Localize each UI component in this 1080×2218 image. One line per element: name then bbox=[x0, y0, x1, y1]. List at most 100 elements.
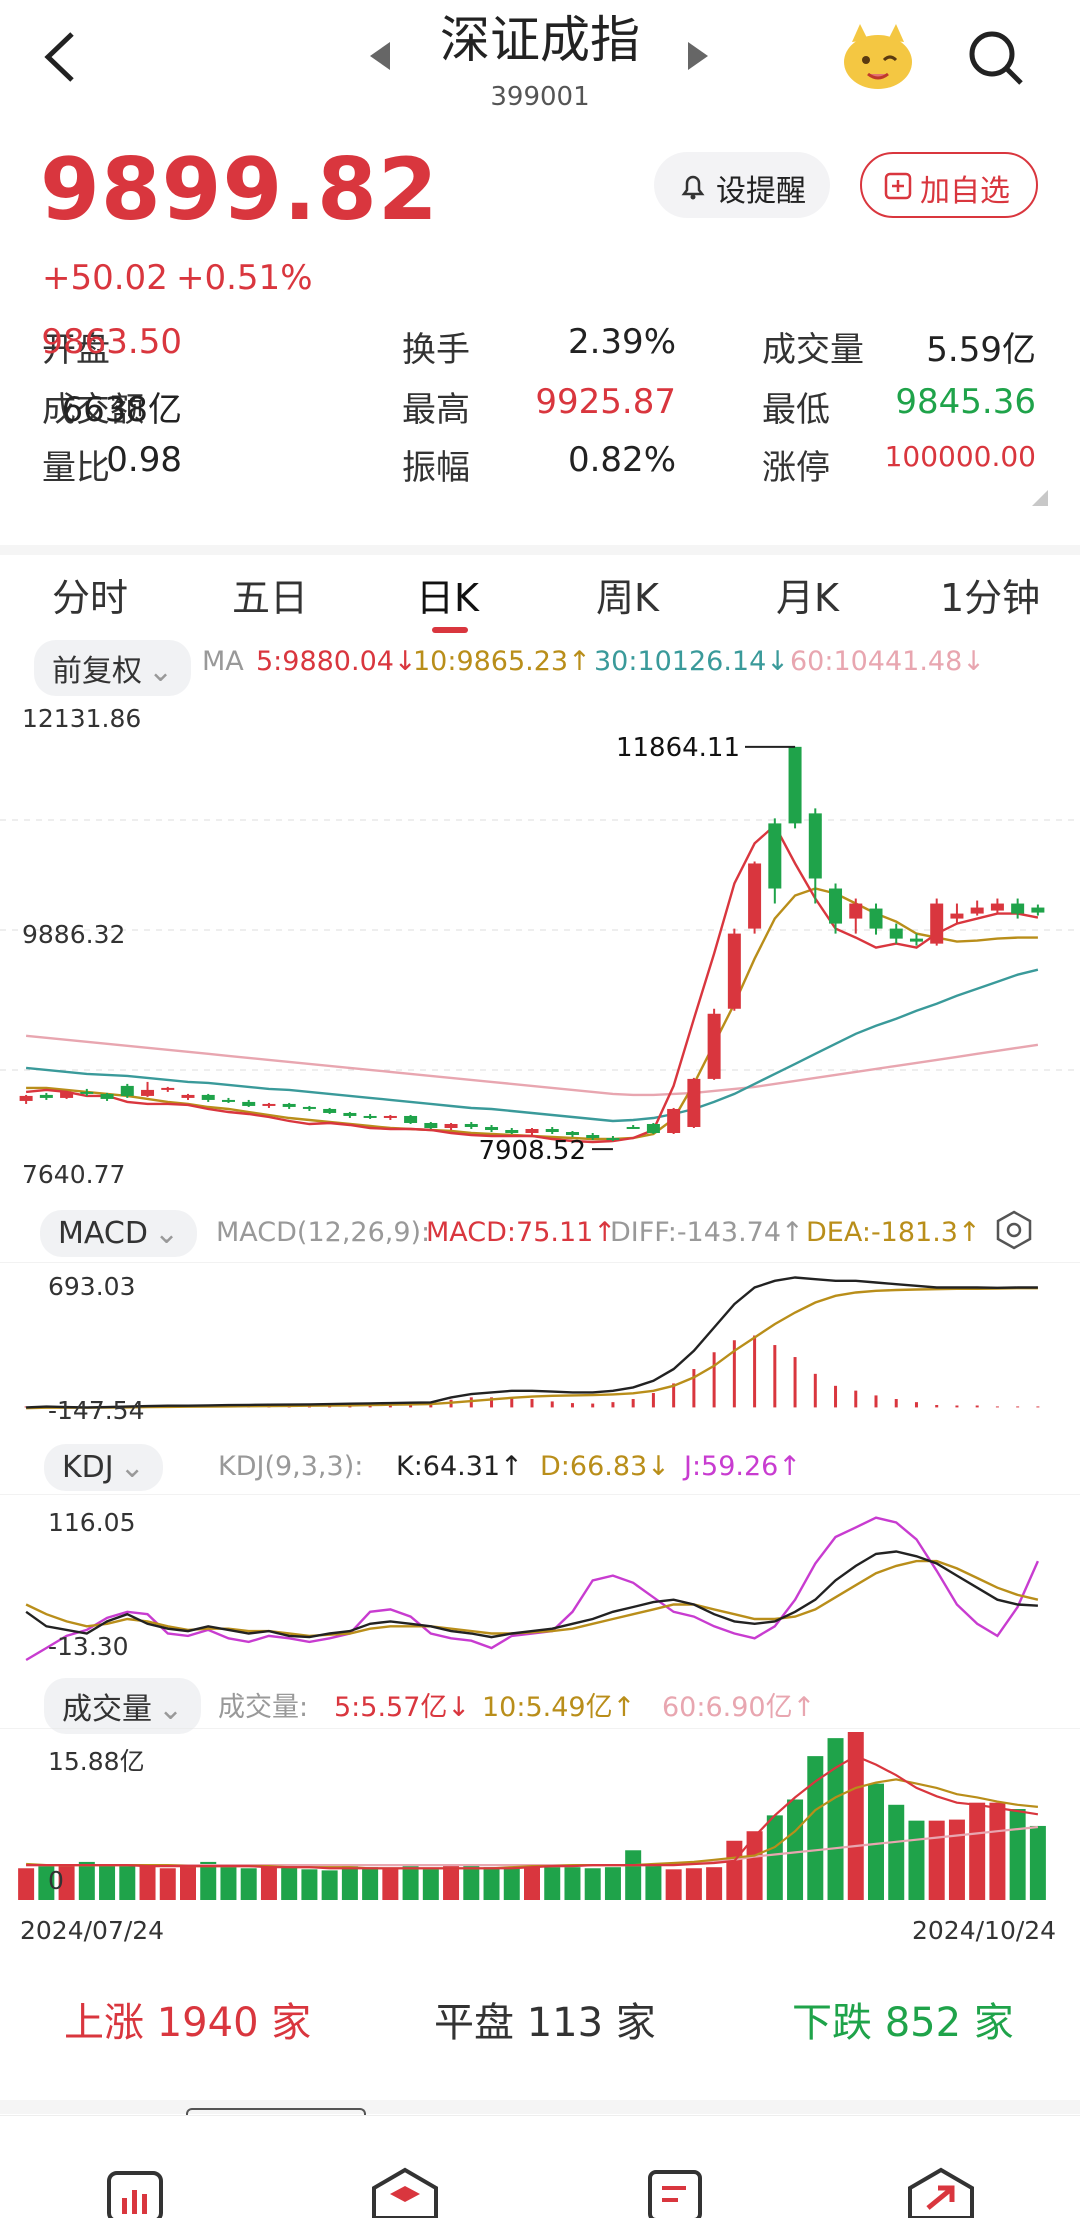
diff-value: DIFF:-143.74↑ bbox=[610, 1217, 804, 1248]
candle-body bbox=[60, 1091, 74, 1098]
candle-body bbox=[120, 1085, 134, 1096]
stat-label: 换手 bbox=[402, 330, 470, 370]
volume-select[interactable]: 成交量 ⌄ bbox=[44, 1678, 202, 1734]
search-icon[interactable] bbox=[966, 28, 1026, 88]
settings-hex-icon[interactable] bbox=[994, 1210, 1034, 1250]
candle-body bbox=[990, 903, 1004, 911]
back-arrow-icon[interactable] bbox=[42, 30, 78, 84]
volume-bar bbox=[584, 1868, 601, 1900]
candle-body bbox=[201, 1094, 215, 1100]
tab-1[interactable]: 五日 bbox=[232, 576, 309, 620]
volume-bar bbox=[38, 1866, 55, 1900]
d-line bbox=[25, 1559, 1039, 1638]
add-watchlist-button[interactable]: 加自选 bbox=[860, 152, 1038, 218]
kdj-label: KDJ bbox=[62, 1450, 114, 1485]
candle-body bbox=[687, 1078, 701, 1127]
macd-params: MACD(12,26,9): bbox=[216, 1217, 431, 1248]
bottom-nav bbox=[0, 2115, 1080, 2218]
adjust-select[interactable]: 前复权 ⌄ bbox=[34, 640, 192, 696]
stat-value: 6638亿 bbox=[61, 390, 182, 430]
kdj-params: KDJ(9,3,3): bbox=[218, 1451, 364, 1482]
volume-bar bbox=[260, 1865, 277, 1900]
candle-body bbox=[80, 1091, 94, 1094]
candle-body bbox=[242, 1101, 256, 1106]
y-tick-mid: 9886.32 bbox=[22, 920, 126, 949]
candle-body bbox=[485, 1126, 499, 1130]
divider bbox=[0, 2100, 1080, 2114]
volume-bar bbox=[321, 1870, 338, 1900]
tab-0[interactable]: 分时 bbox=[52, 576, 129, 620]
candle-body bbox=[161, 1087, 175, 1090]
volume-bar bbox=[847, 1732, 864, 1900]
macd-chart[interactable] bbox=[0, 1262, 1080, 1432]
candle-body bbox=[505, 1129, 519, 1134]
flat-count: 平盘 113 家 bbox=[434, 1990, 656, 2048]
set-alert-button[interactable]: 设提醒 bbox=[654, 152, 830, 218]
candle-body bbox=[444, 1123, 458, 1128]
stat-label: 最低 bbox=[762, 390, 830, 430]
prev-triangle-icon[interactable] bbox=[368, 40, 392, 72]
chevron-down-icon: ⌄ bbox=[119, 1450, 145, 1485]
expand-corner-icon[interactable] bbox=[1032, 490, 1048, 506]
candle-body bbox=[667, 1108, 681, 1134]
candle-body bbox=[626, 1126, 640, 1129]
volume-bar bbox=[766, 1815, 783, 1900]
candle-body bbox=[323, 1108, 337, 1113]
tab-4[interactable]: 月K bbox=[776, 576, 839, 620]
ma30-value: 30:10126.14↓ bbox=[594, 646, 789, 677]
price-change: +50.02 bbox=[42, 258, 168, 298]
volume-label: 成交量 bbox=[62, 1692, 152, 1727]
mascot-icon[interactable] bbox=[838, 22, 918, 92]
d-value: D:66.83↓ bbox=[540, 1451, 670, 1482]
candle-body bbox=[586, 1135, 600, 1139]
high-annotation-label: 11864.11 bbox=[616, 733, 740, 763]
tab-2[interactable]: 日K bbox=[416, 576, 479, 620]
volume-bar bbox=[969, 1802, 986, 1900]
add-watchlist-label: 加自选 bbox=[920, 174, 1010, 209]
kdj-select[interactable]: KDJ ⌄ bbox=[44, 1444, 163, 1491]
stat-value: 9925.87 bbox=[535, 382, 676, 422]
tab-3[interactable]: 周K bbox=[596, 576, 659, 620]
volume-params: 成交量: bbox=[218, 1692, 309, 1723]
candle-body bbox=[464, 1123, 478, 1127]
vol5-value: 5:5.57亿↓ bbox=[334, 1692, 471, 1723]
kdj-chart[interactable] bbox=[0, 1494, 1080, 1670]
quote-panel: 9899.82 +50.02 +0.51% 设提醒 加自选 开盘 9863.50 换… bbox=[0, 140, 1080, 520]
k-value: K:64.31↑ bbox=[396, 1451, 523, 1482]
candle-body bbox=[262, 1103, 276, 1106]
vol-ma5-line bbox=[26, 1754, 1039, 1870]
macd-select[interactable]: MACD ⌄ bbox=[40, 1210, 198, 1257]
decline-number: 852 bbox=[884, 2000, 962, 2046]
candle-body bbox=[788, 746, 802, 824]
candle-body bbox=[383, 1115, 397, 1118]
volume-bar bbox=[58, 1864, 75, 1900]
vol-y-top: 15.88亿 bbox=[48, 1747, 145, 1776]
date-end: 2024/10/24 bbox=[912, 1916, 1057, 1945]
volume-bar bbox=[220, 1867, 237, 1900]
volume-bar bbox=[726, 1840, 743, 1900]
stat-value: 5.59亿 bbox=[926, 330, 1036, 370]
y-tick-bottom: 7640.77 bbox=[22, 1160, 126, 1189]
volume-chart[interactable] bbox=[0, 1728, 1080, 1904]
candle-body bbox=[424, 1122, 438, 1128]
candle-body bbox=[19, 1095, 33, 1101]
layers-icon[interactable] bbox=[370, 2166, 440, 2218]
candle-body bbox=[768, 823, 782, 889]
stat-label: 成交额 bbox=[42, 390, 144, 430]
next-triangle-icon[interactable] bbox=[686, 40, 710, 72]
volume-bar bbox=[99, 1864, 116, 1900]
volume-bar bbox=[78, 1861, 95, 1900]
drag-handle[interactable] bbox=[186, 2108, 366, 2116]
trend-arrow-icon[interactable] bbox=[906, 2166, 976, 2218]
news-doc-icon[interactable] bbox=[646, 2168, 704, 2218]
volume-bar bbox=[908, 1820, 925, 1900]
k-line bbox=[25, 1550, 1038, 1639]
candlestick-chart[interactable]: 11864.11 7908.52 bbox=[0, 690, 1080, 1198]
candle-body bbox=[181, 1094, 195, 1098]
stat-label: 开盘 bbox=[42, 330, 110, 370]
ma60-value: 60:10441.48↓ bbox=[790, 646, 985, 677]
tab-5[interactable]: 1分钟 bbox=[940, 576, 1041, 620]
volume-bar bbox=[240, 1868, 257, 1900]
volume-bar bbox=[685, 1868, 702, 1900]
market-chart-icon[interactable] bbox=[106, 2170, 164, 2218]
